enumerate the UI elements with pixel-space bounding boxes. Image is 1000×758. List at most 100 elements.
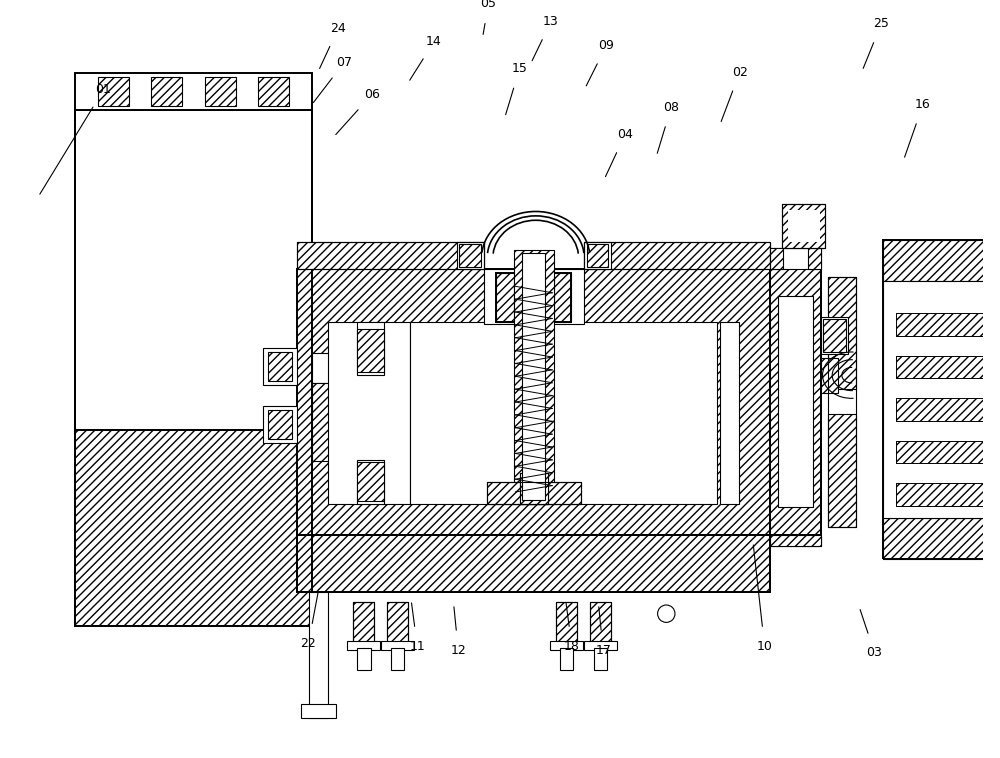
Bar — [896, 314, 1000, 336]
Bar — [720, 322, 739, 503]
Text: 12: 12 — [450, 644, 466, 656]
Bar — [353, 602, 374, 643]
Bar — [151, 77, 182, 105]
Bar — [263, 406, 297, 443]
Bar — [514, 249, 554, 503]
Bar — [522, 253, 545, 500]
Bar — [828, 277, 856, 389]
Bar — [75, 73, 312, 110]
Bar — [297, 534, 770, 593]
Bar — [98, 77, 129, 105]
Bar — [550, 641, 583, 650]
Text: 06: 06 — [364, 88, 380, 102]
Text: 04: 04 — [617, 128, 633, 141]
Bar — [770, 248, 821, 269]
Text: 14: 14 — [426, 36, 442, 49]
Bar — [584, 641, 617, 650]
Bar — [896, 399, 1000, 421]
Bar — [381, 641, 414, 650]
Bar — [556, 602, 577, 643]
Bar — [896, 314, 1000, 336]
Bar — [883, 240, 1000, 559]
Bar — [75, 110, 312, 430]
Text: 22: 22 — [301, 637, 316, 650]
Bar — [297, 534, 770, 593]
Bar — [770, 534, 821, 546]
Bar — [823, 319, 846, 352]
Bar — [263, 348, 297, 385]
Bar — [487, 482, 581, 503]
Bar — [782, 204, 825, 248]
Bar — [770, 269, 821, 534]
Bar — [770, 269, 821, 534]
Text: 16: 16 — [915, 99, 931, 111]
Bar — [297, 242, 484, 269]
Bar — [357, 329, 384, 372]
Bar — [75, 430, 312, 626]
Bar — [387, 602, 408, 643]
Bar — [496, 273, 571, 322]
Bar — [778, 296, 813, 507]
Text: 03: 03 — [866, 646, 882, 659]
Bar — [770, 534, 821, 546]
Text: 25: 25 — [873, 17, 889, 30]
Bar — [587, 244, 608, 267]
Bar — [514, 277, 554, 316]
Bar — [788, 210, 820, 242]
Bar — [357, 462, 384, 501]
Bar — [487, 482, 581, 503]
Bar — [896, 441, 1000, 463]
Bar — [594, 648, 607, 670]
Bar — [312, 384, 329, 461]
Bar — [896, 399, 1000, 421]
Bar — [556, 602, 577, 643]
Bar — [584, 242, 611, 269]
Bar — [782, 204, 825, 248]
Text: 08: 08 — [663, 101, 679, 114]
Bar — [268, 410, 292, 439]
Text: 10: 10 — [757, 640, 773, 653]
Bar — [357, 648, 371, 670]
Text: 17: 17 — [595, 644, 611, 656]
Bar — [328, 322, 410, 503]
Bar — [896, 484, 1000, 506]
Bar — [297, 269, 770, 534]
Bar — [297, 242, 484, 269]
Bar — [268, 352, 292, 381]
Bar — [205, 77, 236, 105]
Bar — [520, 473, 548, 503]
Text: 24: 24 — [330, 22, 346, 35]
Bar — [457, 242, 484, 269]
Bar — [584, 242, 770, 269]
Bar — [301, 704, 336, 718]
Bar — [896, 356, 1000, 378]
Bar — [883, 280, 1000, 518]
Text: 18: 18 — [564, 640, 580, 653]
Bar — [770, 248, 783, 269]
Bar — [883, 518, 1000, 559]
Text: 15: 15 — [512, 62, 527, 75]
Bar — [828, 414, 856, 527]
Bar — [821, 358, 838, 393]
Bar — [896, 441, 1000, 463]
Bar — [459, 244, 481, 267]
Bar — [357, 460, 384, 503]
Bar — [309, 593, 328, 718]
Bar — [808, 248, 821, 269]
Bar — [484, 269, 584, 324]
Bar — [410, 322, 717, 503]
Text: 07: 07 — [336, 55, 352, 68]
Bar — [347, 641, 380, 650]
Bar — [391, 648, 404, 670]
Bar — [520, 473, 548, 503]
Bar — [357, 322, 384, 375]
Bar — [312, 352, 329, 384]
Bar — [590, 602, 611, 643]
Bar — [828, 277, 856, 527]
Bar — [75, 110, 312, 626]
Bar — [560, 648, 573, 670]
Text: 05: 05 — [481, 0, 497, 10]
Bar — [584, 242, 770, 269]
Text: 09: 09 — [598, 39, 614, 52]
Text: 02: 02 — [732, 66, 748, 79]
